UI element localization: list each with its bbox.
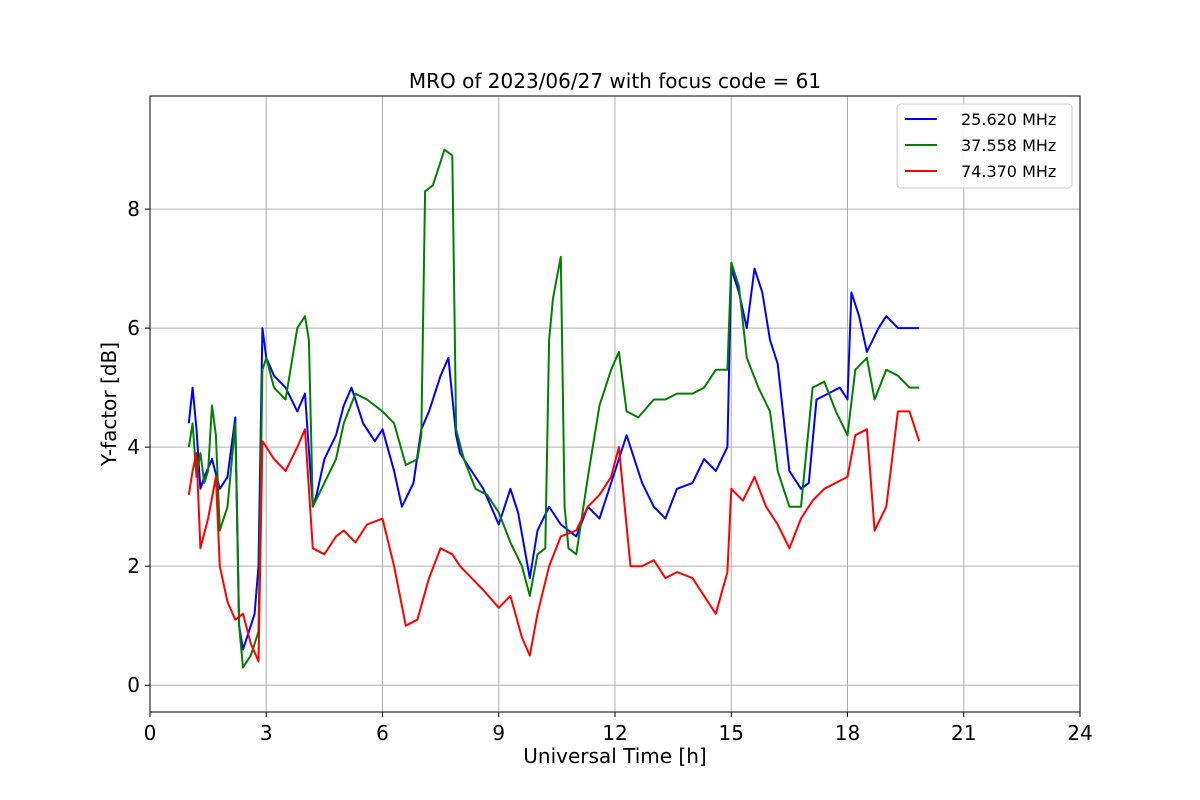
series-line-3 xyxy=(187,410,921,663)
chart-title: MRO of 2023/06/27 with focus code = 61 xyxy=(409,69,821,93)
legend: 25.620 MHz 37.558 MHz 74.370 MHz xyxy=(896,103,1073,189)
x-axis-label: Universal Time [h] xyxy=(523,744,706,768)
x-tick-label: 12 xyxy=(602,721,627,745)
x-tick-label: 21 xyxy=(951,721,976,745)
y-tick-label: 2 xyxy=(127,554,140,578)
x-tick-label: 3 xyxy=(260,721,273,745)
y-tick-label: 0 xyxy=(127,673,140,697)
y-tick-label: 8 xyxy=(127,197,140,221)
x-tick-label: 0 xyxy=(144,721,157,745)
x-tick-label: 18 xyxy=(835,721,860,745)
legend-label-1: 25.620 MHz xyxy=(961,110,1056,129)
legend-box xyxy=(896,103,1073,189)
x-tick-label: 6 xyxy=(376,721,389,745)
y-axis-label: Y-factor [dB] xyxy=(97,342,121,467)
legend-items: 25.620 MHz 37.558 MHz 74.370 MHz xyxy=(905,110,1056,181)
legend-label-2: 37.558 MHz xyxy=(961,136,1056,155)
grid-layer xyxy=(149,96,1081,712)
y-tick-label: 4 xyxy=(127,435,140,459)
legend-label-3: 74.370 MHz xyxy=(961,162,1056,181)
y-tick-label: 6 xyxy=(127,316,140,340)
x-tick-label: 24 xyxy=(1067,721,1092,745)
x-tick-label: 9 xyxy=(492,721,505,745)
series-layer xyxy=(187,148,921,669)
x-tick-label: 15 xyxy=(719,721,744,745)
series-line-1 xyxy=(187,267,920,651)
